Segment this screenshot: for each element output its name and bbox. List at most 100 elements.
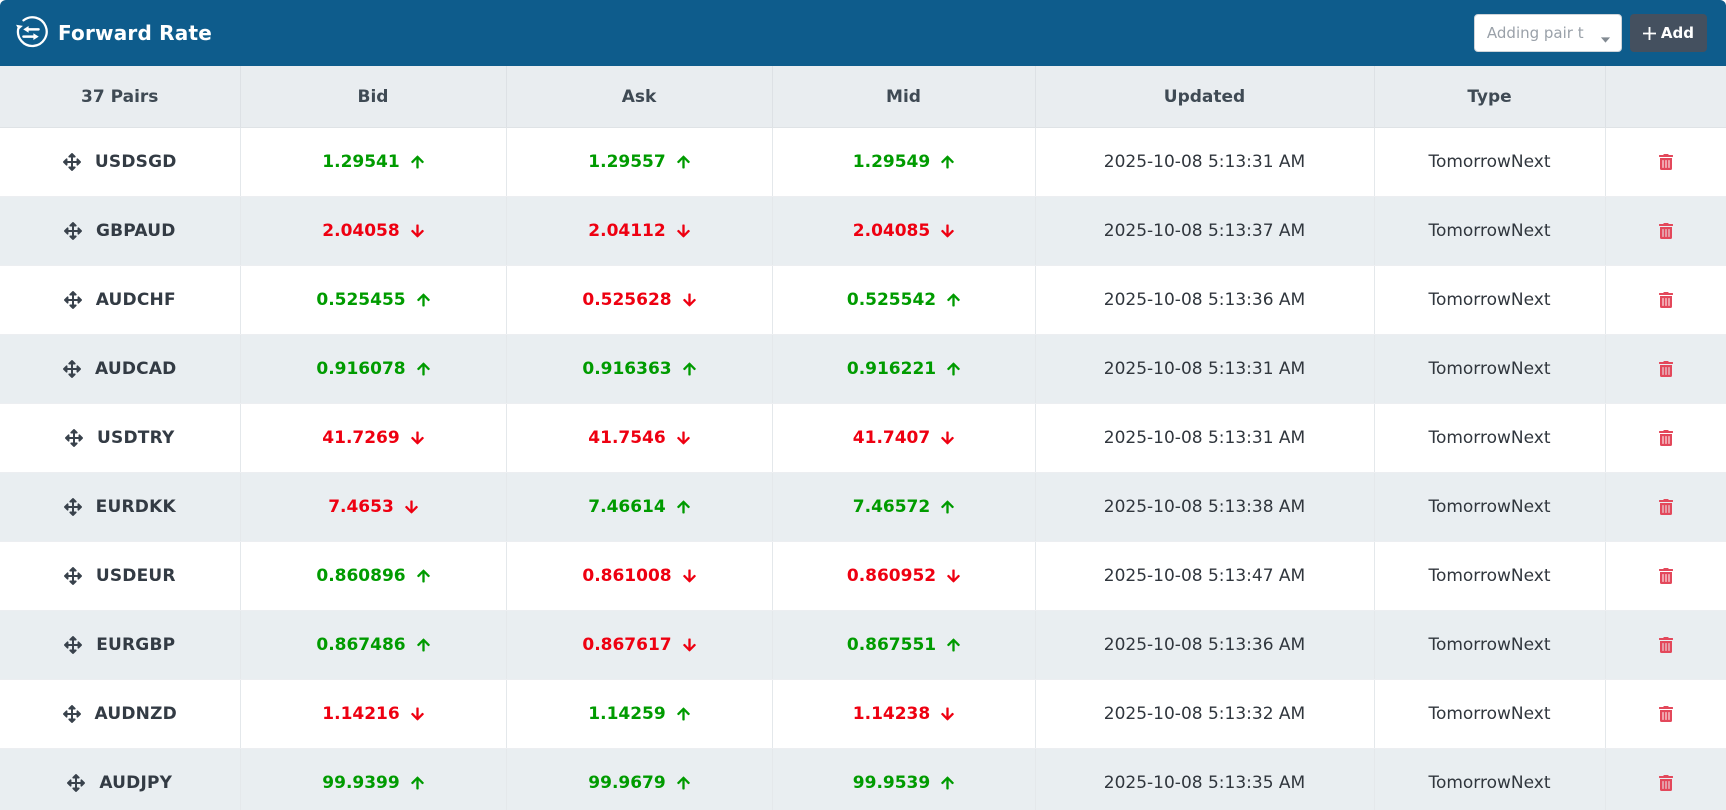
pair-cell: EURGBP bbox=[0, 610, 241, 680]
ask-cell: 1.14259 bbox=[506, 679, 773, 749]
bid-value: 1.29541 bbox=[322, 152, 400, 172]
updated-timestamp: 2025-10-08 5:13:47 AM bbox=[1035, 541, 1375, 611]
trend-up-icon bbox=[416, 292, 430, 308]
delete-pair-button[interactable] bbox=[1655, 219, 1677, 243]
pair-label: USDSGD bbox=[94, 152, 177, 172]
trend-up-icon bbox=[676, 775, 690, 791]
pair-type: TomorrowNext bbox=[1374, 334, 1606, 404]
add-pair-button[interactable]: Add bbox=[1629, 14, 1707, 52]
pair-label: EURDKK bbox=[95, 497, 176, 517]
trash-icon bbox=[1658, 568, 1673, 584]
bid-value: 0.916078 bbox=[316, 359, 406, 379]
mid-cell: 2.04085 bbox=[772, 196, 1036, 266]
move-icon[interactable] bbox=[63, 498, 82, 516]
move-icon[interactable] bbox=[62, 705, 81, 723]
move-icon[interactable] bbox=[67, 774, 86, 792]
move-icon[interactable] bbox=[63, 222, 82, 240]
trend-down-icon bbox=[682, 637, 696, 653]
move-icon[interactable] bbox=[63, 567, 82, 585]
ask-value: 0.861008 bbox=[582, 566, 672, 586]
add-button-label: Add bbox=[1660, 24, 1694, 42]
pair-cell: EURDKK bbox=[0, 472, 241, 542]
bid-value: 7.4653 bbox=[328, 497, 394, 517]
trash-icon bbox=[1658, 775, 1673, 791]
move-icon[interactable] bbox=[64, 636, 83, 654]
table-row: USDSGD 1.29541 1.29557 1.29549 2025-10-08 5:… bbox=[0, 127, 1726, 197]
forward-rate-table: 37 Pairs Bid Ask Mid Updated Type USDSGD… bbox=[0, 66, 1726, 810]
bid-cell: 0.525455 bbox=[240, 265, 507, 335]
actions-cell bbox=[1605, 748, 1726, 810]
updated-timestamp: 2025-10-08 5:13:38 AM bbox=[1035, 472, 1375, 542]
delete-pair-button[interactable] bbox=[1655, 771, 1677, 795]
trend-up-icon bbox=[416, 361, 430, 377]
mid-value: 99.9539 bbox=[852, 773, 931, 793]
mid-cell: 0.916221 bbox=[772, 334, 1036, 404]
ask-value: 2.04112 bbox=[588, 221, 666, 241]
trash-icon bbox=[1658, 637, 1673, 653]
updated-timestamp: 2025-10-08 5:13:37 AM bbox=[1035, 196, 1375, 266]
delete-pair-button[interactable] bbox=[1655, 702, 1677, 726]
delete-pair-button[interactable] bbox=[1655, 150, 1677, 174]
pair-cell: USDSGD bbox=[0, 127, 241, 197]
mid-cell: 0.867551 bbox=[772, 610, 1036, 680]
column-header-updated: Updated bbox=[1035, 66, 1375, 128]
column-header-ask: Ask bbox=[506, 66, 773, 128]
table-row: USDTRY 41.7269 41.7546 41.7407 2025-10-08 5:… bbox=[0, 403, 1726, 473]
delete-pair-button[interactable] bbox=[1655, 357, 1677, 381]
bid-value: 0.860896 bbox=[316, 566, 406, 586]
trend-up-icon bbox=[941, 499, 955, 515]
pair-type: TomorrowNext bbox=[1374, 610, 1606, 680]
pair-select[interactable]: Adding pair t bbox=[1473, 14, 1622, 52]
bid-cell: 1.29541 bbox=[240, 127, 507, 197]
move-icon[interactable] bbox=[63, 291, 82, 309]
pair-cell: AUDJPY bbox=[0, 748, 241, 810]
mid-value: 0.916221 bbox=[846, 359, 937, 379]
mid-cell: 0.860952 bbox=[772, 541, 1036, 611]
pair-type: TomorrowNext bbox=[1374, 403, 1606, 473]
table-row: AUDCHF 0.525455 0.525628 0.525542 2025-10-08… bbox=[0, 265, 1726, 335]
table-row: USDEUR 0.860896 0.861008 0.860952 2025-10-08… bbox=[0, 541, 1726, 611]
plus-icon bbox=[1642, 26, 1656, 40]
trend-down-icon bbox=[941, 706, 955, 722]
ask-cell: 99.9679 bbox=[506, 748, 773, 810]
bid-value: 0.525455 bbox=[316, 290, 406, 310]
move-icon[interactable] bbox=[65, 429, 84, 447]
table-row: AUDCAD 0.916078 0.916363 0.916221 2025-10-08… bbox=[0, 334, 1726, 404]
delete-pair-button[interactable] bbox=[1655, 633, 1677, 657]
trend-down-icon bbox=[676, 430, 690, 446]
pair-type: TomorrowNext bbox=[1374, 748, 1606, 810]
pair-type: TomorrowNext bbox=[1374, 472, 1606, 542]
bid-cell: 0.867486 bbox=[240, 610, 507, 680]
column-header-bid: Bid bbox=[240, 66, 507, 128]
ask-cell: 0.867617 bbox=[506, 610, 773, 680]
actions-cell bbox=[1605, 127, 1726, 197]
delete-pair-button[interactable] bbox=[1655, 495, 1677, 519]
pair-cell: AUDCAD bbox=[0, 334, 241, 404]
trash-icon bbox=[1658, 292, 1673, 308]
move-icon[interactable] bbox=[62, 153, 81, 171]
actions-cell bbox=[1605, 403, 1726, 473]
trend-down-icon bbox=[941, 223, 955, 239]
actions-cell bbox=[1605, 679, 1726, 749]
pair-cell: AUDCHF bbox=[0, 265, 241, 335]
mid-value: 7.46572 bbox=[852, 497, 931, 517]
delete-pair-button[interactable] bbox=[1655, 288, 1677, 312]
trend-up-icon bbox=[676, 154, 690, 170]
pair-cell: USDTRY bbox=[0, 403, 241, 473]
column-header-actions bbox=[1605, 66, 1726, 128]
delete-pair-button[interactable] bbox=[1655, 426, 1677, 450]
pair-label: AUDJPY bbox=[99, 773, 173, 793]
actions-cell bbox=[1605, 196, 1726, 266]
bid-value: 1.14216 bbox=[322, 704, 400, 724]
move-icon[interactable] bbox=[63, 360, 81, 378]
exchange-rate-icon bbox=[14, 16, 48, 50]
bid-cell: 7.4653 bbox=[240, 472, 507, 542]
delete-pair-button[interactable] bbox=[1655, 564, 1677, 588]
trend-up-icon bbox=[416, 568, 430, 584]
ask-value: 1.29557 bbox=[588, 152, 666, 172]
column-header-pairs: 37 Pairs bbox=[0, 66, 241, 128]
trend-down-icon bbox=[404, 499, 418, 515]
ask-cell: 7.46614 bbox=[506, 472, 773, 542]
ask-value: 0.867617 bbox=[582, 635, 672, 655]
